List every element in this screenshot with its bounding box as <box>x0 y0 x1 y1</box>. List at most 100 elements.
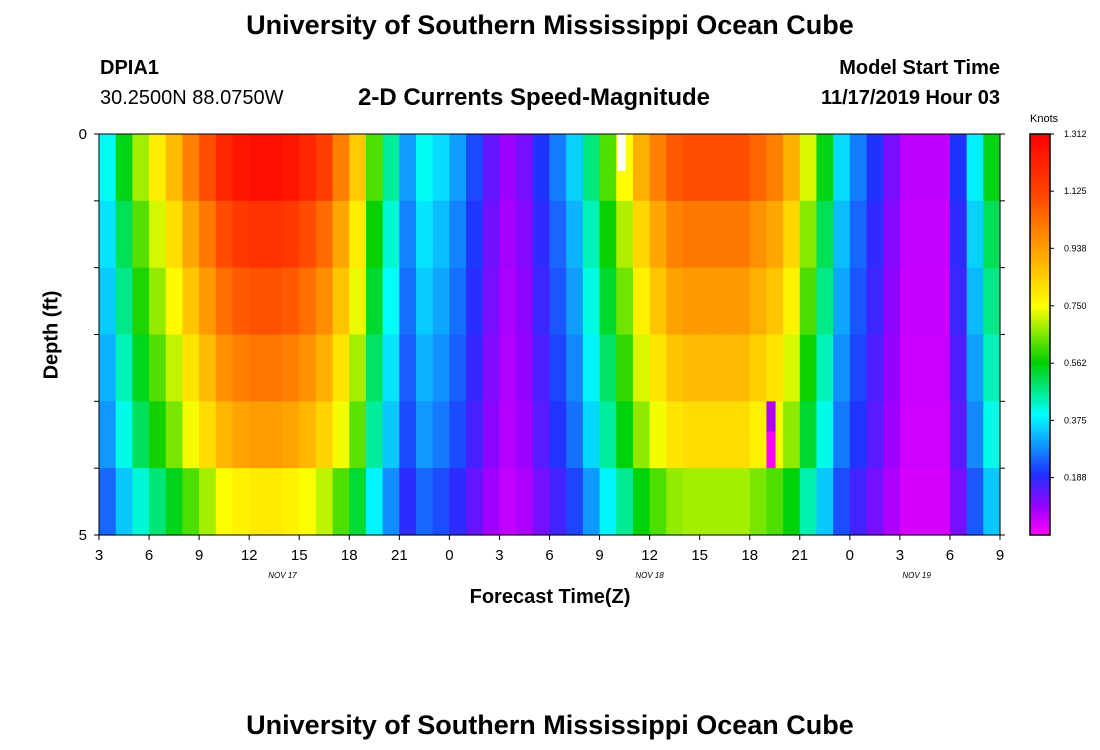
heatmap-cell <box>866 134 884 202</box>
heatmap-cell <box>933 267 951 336</box>
heatmap-cell <box>649 401 667 469</box>
heatmap-cell <box>916 401 934 469</box>
heatmap-cell <box>799 401 818 469</box>
heatmap-cell <box>833 401 851 469</box>
heatmap-cell <box>666 267 684 336</box>
heatmap-cell <box>599 134 617 202</box>
heatmap-cell <box>716 401 734 469</box>
heatmap-cell <box>199 334 217 402</box>
heatmap-cell <box>749 200 768 269</box>
heatmap-cell <box>783 468 801 536</box>
heatmap-cell <box>315 134 334 202</box>
heatmap-cell <box>933 468 951 536</box>
colorbar <box>1029 133 1051 536</box>
heatmap-cell <box>165 267 184 336</box>
heatmap-cell <box>599 334 617 402</box>
heatmap-cell <box>265 334 284 402</box>
heatmap-cell <box>666 200 684 269</box>
heatmap-cell <box>99 134 117 202</box>
x-tick-label: 12 <box>641 547 658 564</box>
heatmap-cell <box>132 200 150 269</box>
heatmap-cell <box>532 468 551 536</box>
heatmap-cell <box>966 401 984 469</box>
heatmap-cell <box>616 401 634 469</box>
heatmap-cell <box>232 401 250 469</box>
heatmap-cell <box>232 200 250 269</box>
heatmap-cell <box>966 200 984 269</box>
heatmap-cell <box>282 267 300 336</box>
x-tick-label: 9 <box>996 547 1004 564</box>
heatmap-cell <box>315 267 334 336</box>
heatmap-cell <box>482 267 501 336</box>
date-label: NOV 17 <box>268 571 297 580</box>
heatmap-cell <box>899 134 918 202</box>
x-axis-label: Forecast Time(Z) <box>469 586 631 608</box>
heatmap-cell <box>883 468 901 536</box>
heatmap-cell <box>149 401 167 469</box>
heatmap-cell <box>983 468 1001 536</box>
heatmap-cell <box>733 334 751 402</box>
heatmap-cell <box>182 134 200 202</box>
heatmap-cell <box>299 200 317 269</box>
heatmap-cell <box>582 468 601 536</box>
heatmap-cell <box>699 334 717 402</box>
heatmap-cell <box>632 134 651 202</box>
heatmap-cell <box>883 134 901 202</box>
heatmap-cell <box>149 134 167 202</box>
heatmap-cell <box>816 401 834 469</box>
heatmap-cell <box>849 334 868 402</box>
heatmap-cell <box>432 267 450 336</box>
heatmap-cell <box>399 267 417 336</box>
heatmap-cell <box>516 401 534 469</box>
page-title-top: University of Southern Mississippi Ocean… <box>246 10 854 40</box>
heatmap-cell <box>949 334 968 402</box>
heatmap-cell <box>215 401 234 469</box>
heatmap-cell <box>682 200 701 269</box>
heatmap-cell <box>249 200 267 269</box>
heatmap-cell <box>566 200 584 269</box>
heatmap-cell <box>883 200 901 269</box>
heatmap-cell <box>282 468 300 536</box>
x-tick-label: 6 <box>545 547 553 564</box>
heatmap-cell <box>332 334 350 402</box>
model-start-value: 11/17/2019 Hour 03 <box>820 87 1000 109</box>
heatmap-cell <box>482 468 501 536</box>
heatmap-cell <box>566 334 584 402</box>
heatmap-cell <box>399 200 417 269</box>
heatmap-cell <box>115 267 133 336</box>
heatmap-cell <box>849 200 868 269</box>
heatmap-cell <box>632 334 651 402</box>
heatmap-cell <box>132 134 150 202</box>
heatmap-cell <box>182 267 200 336</box>
heatmap-cell <box>99 334 117 402</box>
heatmap-cell <box>315 401 334 469</box>
heatmap-cell <box>966 134 984 202</box>
x-tick-label: 21 <box>791 547 808 564</box>
heatmap-cell <box>749 468 768 536</box>
colorbar-unit-label: Knots <box>1030 113 1059 125</box>
heatmap-cell <box>99 267 117 336</box>
heatmap-cell <box>649 200 667 269</box>
colorbar-tick-label: 0.750 <box>1064 301 1087 311</box>
heatmap-cell <box>632 200 651 269</box>
heatmap-cell <box>416 468 434 536</box>
heatmap-cell <box>816 267 834 336</box>
x-tick-label: 3 <box>95 547 103 564</box>
heatmap-cell <box>916 200 934 269</box>
heatmap-cell <box>499 134 517 202</box>
heatmap-cell <box>182 401 200 469</box>
heatmap-cell <box>416 200 434 269</box>
heatmap-cell <box>349 200 367 269</box>
heatmap-cell <box>232 334 250 402</box>
heatmap-cell <box>983 200 1001 269</box>
colorbar-tick-label: 0.188 <box>1064 473 1087 483</box>
heatmap-cell <box>899 200 918 269</box>
heatmap-cell <box>466 334 484 402</box>
heatmap-cell <box>516 468 534 536</box>
heatmap-cell <box>232 468 250 536</box>
heatmap-cell <box>132 468 150 536</box>
heatmap-cell <box>749 267 768 336</box>
heatmap-cell <box>933 401 951 469</box>
heatmap-cell <box>649 134 667 202</box>
